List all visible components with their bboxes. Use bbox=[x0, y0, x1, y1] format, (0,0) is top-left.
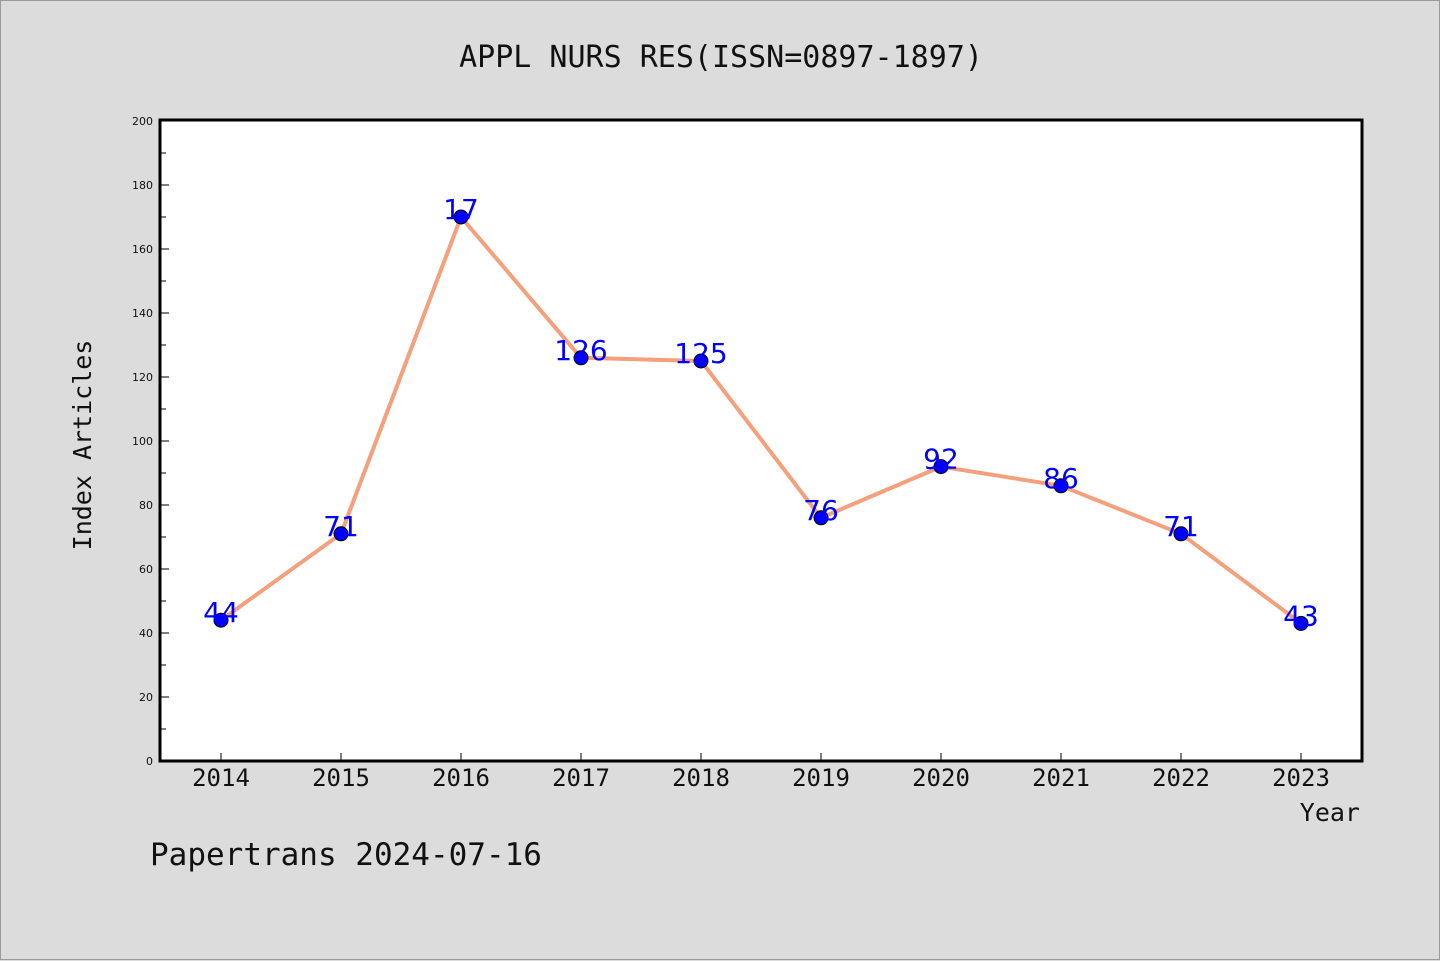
data-label: 86 bbox=[1043, 462, 1079, 495]
data-label: 43 bbox=[1283, 599, 1319, 632]
y-tick-label: 180 bbox=[132, 179, 153, 192]
data-point bbox=[453, 209, 469, 225]
y-tick-label: 80 bbox=[139, 499, 153, 512]
data-label: 71 bbox=[323, 510, 359, 543]
data-point bbox=[573, 350, 589, 366]
data-label: 76 bbox=[803, 494, 839, 527]
y-axis: 0 20 40 60 80 100 120 140 160 180 200 bbox=[132, 115, 169, 768]
data-point bbox=[1173, 526, 1189, 542]
y-tick-label: 60 bbox=[139, 563, 153, 576]
data-label: 92 bbox=[923, 443, 959, 476]
series-index-articles bbox=[213, 209, 1309, 631]
data-point bbox=[333, 526, 349, 542]
x-tick-label: 2021 bbox=[1032, 764, 1090, 792]
data-label: 71 bbox=[1163, 510, 1199, 543]
data-point bbox=[813, 510, 829, 526]
y-tick-label: 20 bbox=[139, 691, 153, 704]
y-axis-title: Index Articles bbox=[68, 340, 97, 551]
x-tick-label: 2019 bbox=[792, 764, 850, 792]
y-tick-label: 160 bbox=[132, 243, 153, 256]
data-point bbox=[213, 612, 229, 628]
x-axis-title: Year bbox=[1300, 798, 1360, 827]
y-tick-label: 100 bbox=[132, 435, 153, 448]
data-point bbox=[1293, 615, 1309, 631]
x-tick-label: 2020 bbox=[912, 764, 970, 792]
data-label: 44 bbox=[203, 596, 239, 629]
x-tick-label: 2023 bbox=[1272, 764, 1330, 792]
chart-title: APPL NURS RES(ISSN=0897-1897) bbox=[459, 40, 983, 75]
y-tick-label: 140 bbox=[132, 307, 153, 320]
x-axis: 2014 2015 2016 2017 2018 2019 2020 2021 2022 2023 bbox=[192, 753, 1330, 792]
data-point bbox=[1053, 478, 1069, 494]
x-tick-label: 2015 bbox=[312, 764, 370, 792]
x-tick-label: 2022 bbox=[1152, 764, 1210, 792]
data-point bbox=[693, 353, 709, 369]
y-tick-label: 120 bbox=[132, 371, 153, 384]
data-label: 17 bbox=[443, 193, 479, 226]
x-tick-label: 2014 bbox=[192, 764, 250, 792]
data-label: 126 bbox=[554, 334, 607, 367]
x-tick-label: 2016 bbox=[432, 764, 490, 792]
x-tick-label: 2018 bbox=[672, 764, 730, 792]
y-tick-label: 0 bbox=[146, 755, 153, 768]
y-tick-label: 40 bbox=[139, 627, 153, 640]
x-tick-label: 2017 bbox=[552, 764, 610, 792]
series-line bbox=[219, 215, 1303, 626]
data-point bbox=[933, 459, 949, 475]
footer-watermark: Papertrans 2024-07-16 bbox=[150, 837, 542, 873]
data-labels: 44 71 17 126 125 76 92 86 71 43 bbox=[203, 193, 1319, 632]
data-label: 125 bbox=[674, 337, 727, 370]
y-tick-label: 200 bbox=[132, 115, 153, 128]
